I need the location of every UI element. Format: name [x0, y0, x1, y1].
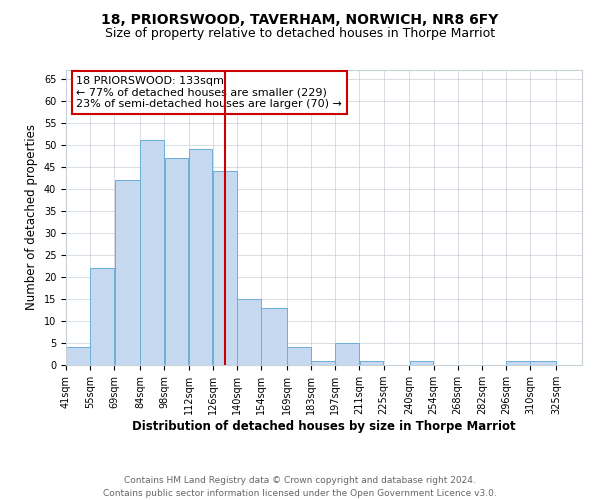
Bar — [311, 360, 335, 365]
Bar — [91, 268, 114, 365]
Bar — [335, 343, 359, 365]
Text: Size of property relative to detached houses in Thorpe Marriot: Size of property relative to detached ho… — [105, 28, 495, 40]
Bar — [140, 140, 164, 365]
Bar — [506, 360, 530, 365]
Bar — [410, 360, 433, 365]
Text: 18 PRIORSWOOD: 133sqm
← 77% of detached houses are smaller (229)
23% of semi-det: 18 PRIORSWOOD: 133sqm ← 77% of detached … — [76, 76, 342, 109]
Bar — [261, 308, 287, 365]
X-axis label: Distribution of detached houses by size in Thorpe Marriot: Distribution of detached houses by size … — [132, 420, 516, 433]
Bar — [237, 299, 261, 365]
Y-axis label: Number of detached properties: Number of detached properties — [25, 124, 38, 310]
Bar — [164, 158, 188, 365]
Bar — [189, 150, 212, 365]
Text: Contains HM Land Registry data © Crown copyright and database right 2024.
Contai: Contains HM Land Registry data © Crown c… — [103, 476, 497, 498]
Bar — [530, 360, 556, 365]
Bar — [115, 180, 140, 365]
Bar — [359, 360, 383, 365]
Text: 18, PRIORSWOOD, TAVERHAM, NORWICH, NR8 6FY: 18, PRIORSWOOD, TAVERHAM, NORWICH, NR8 6… — [101, 12, 499, 26]
Bar — [287, 348, 311, 365]
Bar — [66, 348, 90, 365]
Bar — [213, 172, 236, 365]
